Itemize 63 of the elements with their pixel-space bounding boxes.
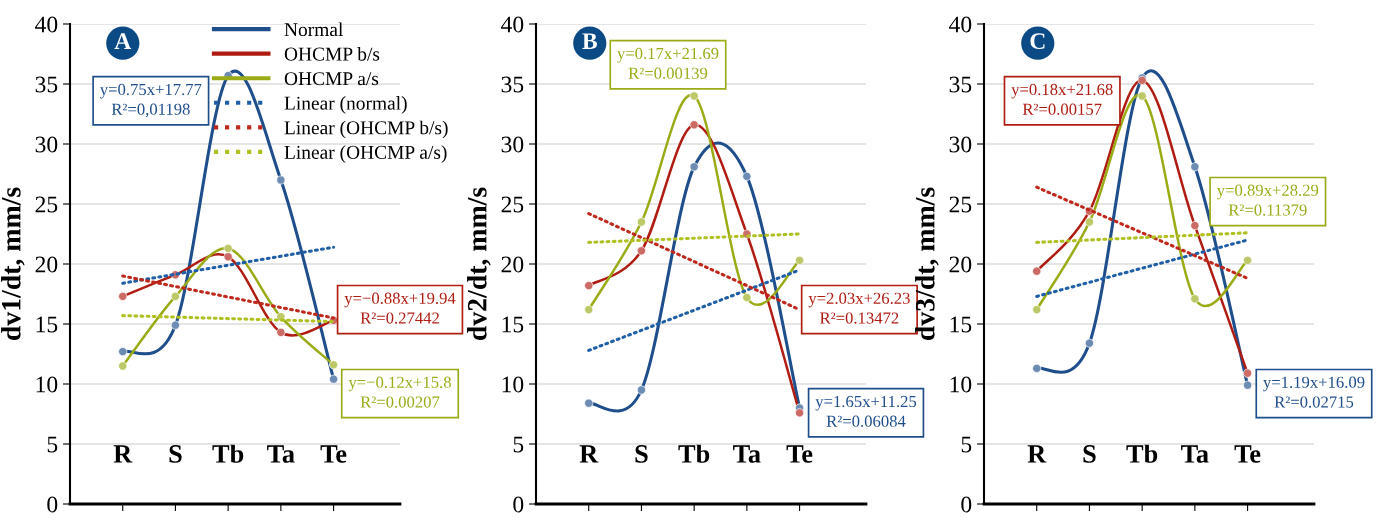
annotation: y=0.75x+17.77 R²=0,01198 <box>99 83 202 118</box>
annotation: y=0.17x+21.69 R²=0.00139 <box>617 47 719 79</box>
y-tick-label: 20 <box>35 256 58 273</box>
y-axis-title: dv2/dt, mm/s <box>467 187 491 341</box>
annotation: y=0.89x+28.29 R²=0.11379 <box>1216 184 1319 216</box>
x-tick-label: S <box>635 445 648 463</box>
y-tick-label: 25 <box>501 196 524 213</box>
annotation: A <box>114 33 132 49</box>
legend-label: Linear (OHCMP b/s) <box>284 120 448 139</box>
y-axis-title: dv1/dt, mm/s <box>1 187 25 341</box>
y-tick-label: 35 <box>949 76 972 93</box>
x-tick-label: Tb <box>212 444 244 463</box>
x-tick-label: R <box>1027 445 1047 463</box>
annotation: y=−0.12x+15.8 R²=0.00207 <box>348 376 451 408</box>
y-tick-label: 0 <box>513 496 524 513</box>
y-tick-label: 5 <box>47 436 58 453</box>
y-tick-label: 40 <box>501 16 524 33</box>
y-tick-label: 20 <box>949 256 972 273</box>
y-tick-label: 40 <box>949 16 972 33</box>
annotation: y=1.65x+11.25 R²=0.06084 <box>815 395 917 427</box>
legend-label: Linear (normal) <box>284 96 407 114</box>
annotation: y=−0.88x+19.94 R²=0.27442 <box>344 292 456 324</box>
y-tick-label: 10 <box>36 376 58 393</box>
legend-label: OHCMP a/s <box>284 72 379 86</box>
x-tick-label: S <box>1083 445 1096 463</box>
annotation: C <box>1030 33 1045 50</box>
legend-label: Linear (OHCMP a/s) <box>284 145 447 163</box>
x-tick-label: Tb <box>678 444 710 463</box>
x-tick-label: Tb <box>1126 444 1158 463</box>
y-tick-label: 40 <box>35 16 58 33</box>
annotation: y=1.19x+16.09 R²=0.02715 <box>1263 376 1365 408</box>
y-tick-label: 10 <box>950 376 972 393</box>
annotation: y=0.18x+21.68 R²=0.00157 <box>1011 83 1113 115</box>
y-tick-label: 15 <box>502 316 524 333</box>
x-tick-label: R <box>113 445 133 463</box>
x-tick-label: Te <box>786 445 813 463</box>
y-tick-label: 15 <box>950 316 972 333</box>
y-tick-label: 15 <box>36 316 58 333</box>
y-tick-label: 5 <box>961 436 972 453</box>
x-tick-label: Ta <box>733 445 761 463</box>
y-axis-title: dv3/dt, mm/s <box>915 187 939 341</box>
y-tick-label: 0 <box>47 496 58 513</box>
y-tick-label: 25 <box>35 196 58 213</box>
y-tick-label: 0 <box>961 496 972 513</box>
y-tick-label: 35 <box>501 76 524 93</box>
annotation: B <box>582 33 598 49</box>
y-tick-label: 30 <box>501 136 524 153</box>
annotation: y=2.03x+26.23 R²=0.13472 <box>808 292 910 324</box>
x-tick-label: S <box>169 445 182 463</box>
y-tick-label: 30 <box>949 136 972 153</box>
x-tick-label: Te <box>320 445 347 463</box>
legend-label: Normal <box>284 22 343 37</box>
y-tick-label: 10 <box>502 376 524 393</box>
x-tick-label: Ta <box>1181 445 1209 463</box>
y-tick-label: 30 <box>35 136 58 153</box>
x-tick-label: Ta <box>267 445 295 463</box>
legend-label: OHCMP b/s <box>284 46 380 61</box>
x-tick-label: Te <box>1234 445 1261 463</box>
y-tick-label: 20 <box>501 256 524 273</box>
y-tick-label: 35 <box>35 76 58 93</box>
y-tick-label: 5 <box>513 436 524 453</box>
x-tick-label: R <box>579 445 599 463</box>
y-tick-label: 25 <box>949 196 972 213</box>
